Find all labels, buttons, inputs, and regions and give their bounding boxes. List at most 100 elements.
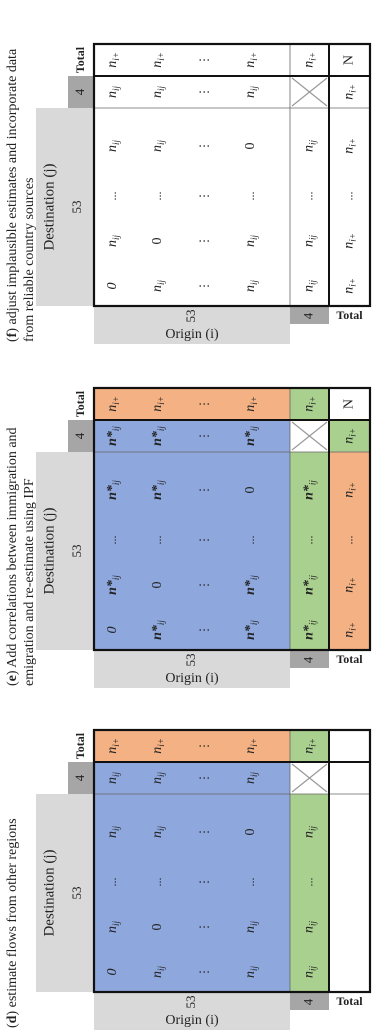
total-column-header: Total [73,732,87,759]
ellipsis-cell: ⋮ [197,876,211,888]
origin-header [94,992,290,1030]
total-cell: ni+ [342,138,358,154]
origin-header [94,650,290,688]
total-cell: ni+ [105,396,121,412]
matrix-border [92,42,372,308]
totals-column-group-4 [290,44,329,76]
total-column-header: Total [73,46,87,73]
ellipsis-cell: ⋮ [197,280,211,292]
total-cell: ni+ [243,738,259,754]
destination-count-53: 53 [69,545,84,558]
ellipsis-cell: ... [105,878,119,887]
total-cell: ni+ [105,738,121,754]
flow-cell: n*ij [105,480,121,500]
flow-cell: n*ij [243,426,259,446]
flow-cell: nij [150,86,166,99]
total-cell: ni+ [243,52,259,68]
ellipsis-cell: ⋮ [197,140,211,152]
matrix-block-4x53 [290,452,329,650]
total-cell: ni+ [105,52,121,68]
ellipsis-cell: ⋮ [197,54,211,66]
totals-column [94,388,329,420]
flow-cell: n*ij [243,575,259,595]
totals-column [94,44,329,76]
totals-column [94,730,329,762]
total-cell: ni+ [342,84,358,100]
destination-label: Destination (j) [41,849,57,936]
origin-count-4: 4 [300,656,315,663]
flow-cell: n*ij [150,426,166,446]
flow-cell: nij [150,140,166,153]
matrix-block-53x4 [94,762,290,794]
total-cell: ni+ [302,52,318,68]
panel-f: (f) adjust implausible estimates and inc… [0,16,373,346]
destination-label: Destination (j) [41,507,57,594]
destination-group-4 [68,420,94,452]
destination-count-4: 4 [72,432,87,439]
matrix-border [92,728,372,994]
destination-count-4: 4 [72,88,87,95]
flow-cell: nij [150,772,166,785]
ellipsis-cell: ⋮ [197,966,211,978]
diagonal-zero-cell: 0 [150,924,165,931]
diagonal-zero-cell: 0 [243,829,258,836]
flow-cell: nij [243,921,259,934]
ellipsis-cell: ⋮ [197,398,211,410]
diagonal-zero-cell: 0 [150,582,165,589]
flow-cell: nij [302,921,318,934]
total-cell: ni+ [150,396,166,412]
ellipsis-cell: ⋮ [197,740,211,752]
ellipsis-cell: ... [301,878,315,887]
destination-group-4 [68,76,94,108]
totals-column-group-4 [290,730,329,762]
flow-cell: nij [105,826,121,839]
od-matrix-diagram: Destination (j) 53 4 Total 53 4 Origin (i) Tota… [36,42,372,344]
matrix-border [92,386,372,652]
grand-total-N: N [342,55,357,65]
origin-label: Origin (i) [165,327,219,342]
flow-cell: nij [105,772,121,785]
total-cell: ni+ [342,577,358,593]
ellipsis-cell: ⋮ [197,484,211,496]
ellipsis-cell: ⋮ [197,430,211,442]
diagonal-zero-cell: 0 [243,143,258,150]
flow-cell: nij [243,772,259,785]
flow-cell: nij [302,966,318,979]
origin-group-4 [290,306,329,324]
origin-count-4: 4 [300,312,315,319]
flow-cell: nij [302,235,318,248]
matrix-block-53x4 [94,76,290,108]
flow-cell: n*ij [105,575,121,595]
origin-label: Origin (i) [165,671,219,686]
destination-count-4: 4 [72,774,87,781]
ellipsis-cell: ... [150,878,164,887]
flow-cell: nij [150,826,166,839]
ellipsis-cell: ⋮ [197,235,211,247]
origin-label: Origin (i) [165,1013,219,1028]
total-cell: ni+ [342,622,358,638]
flow-cell: nij [302,140,318,153]
destination-group-4 [68,762,94,794]
flow-cell: nij [243,280,259,293]
ellipsis-cell: ... [341,536,355,545]
total-column-header: Total [73,390,87,417]
totals-column-group-4 [290,388,329,420]
ellipsis-cell: ⋮ [197,534,211,546]
diagonal-zero-cell: 0 [243,487,258,494]
matrix-block-53x4 [94,420,290,452]
destination-header [36,794,94,992]
cross-line [291,421,328,451]
flow-cell: nij [105,140,121,153]
ellipsis-cell: ... [301,192,315,201]
destination-header [36,452,94,650]
total-cell: ni+ [243,396,259,412]
ellipsis-cell: ⋮ [197,86,211,98]
total-cell: ni+ [150,738,166,754]
grand-total-N: N [342,399,357,409]
cross-line [291,77,328,107]
od-matrix-diagram: Destination (j) 53 4 Total 53 4 Origin (i) Tota… [36,386,372,688]
cross-line [291,763,328,793]
ellipsis-cell: ... [243,192,257,201]
ellipsis-cell: ... [150,192,164,201]
